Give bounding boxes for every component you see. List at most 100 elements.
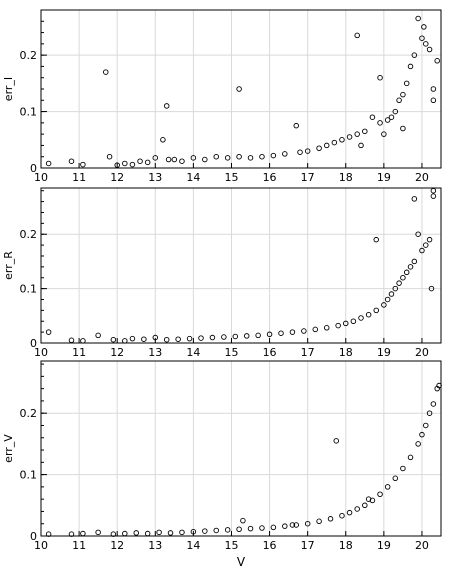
data-point — [415, 15, 421, 22]
data-point — [423, 242, 429, 248]
data-point — [384, 484, 391, 490]
data-point — [358, 315, 364, 321]
data-point — [282, 523, 288, 529]
data-point — [167, 530, 174, 536]
data-point — [133, 530, 139, 536]
data-point — [110, 336, 117, 343]
y-tick-label: 0.1 — [20, 283, 38, 296]
x-tick-label: 19 — [377, 539, 391, 552]
data-point — [323, 142, 330, 149]
x-tick-label: 13 — [148, 346, 162, 359]
data-point — [209, 334, 216, 341]
data-point — [236, 86, 242, 92]
data-point — [428, 285, 435, 292]
data-point — [419, 247, 425, 254]
data-point — [350, 318, 357, 324]
data-point — [103, 69, 109, 75]
data-point — [421, 24, 427, 30]
data-point — [369, 114, 376, 120]
x-tick-label: 17 — [301, 539, 315, 552]
data-point — [301, 328, 307, 334]
data-point — [213, 527, 219, 534]
data-point — [213, 153, 219, 160]
data-point — [289, 329, 296, 335]
data-point — [426, 46, 433, 53]
data-point — [331, 139, 338, 146]
y-tick-label: 0.2 — [20, 228, 38, 241]
data-point — [316, 518, 322, 525]
data-point — [346, 134, 353, 140]
data-point — [152, 155, 159, 161]
x-tick-label: 11 — [72, 171, 86, 184]
data-point — [129, 161, 136, 168]
data-point — [388, 291, 395, 297]
x-tick-label: 16 — [263, 539, 277, 552]
data-point — [392, 285, 399, 292]
data-point — [430, 193, 437, 199]
y-tick-label: 0 — [30, 162, 37, 175]
data-point — [384, 117, 391, 123]
data-point — [240, 517, 246, 524]
data-point — [232, 333, 239, 340]
y-tick-label: 0.1 — [20, 106, 38, 119]
data-point — [381, 302, 387, 308]
data-point — [179, 158, 185, 164]
data-point — [312, 326, 319, 333]
data-point — [45, 329, 52, 335]
data-point — [407, 264, 414, 270]
data-point — [400, 274, 406, 281]
data-point — [400, 125, 406, 132]
data-point — [384, 296, 391, 303]
data-point — [270, 524, 277, 531]
y-axis-label: err_I — [2, 77, 15, 101]
data-point — [141, 336, 147, 342]
x-tick-label: 20 — [415, 171, 429, 184]
data-point — [163, 103, 170, 109]
data-point — [392, 108, 399, 115]
data-point — [80, 161, 86, 168]
data-point — [160, 137, 166, 143]
data-point — [247, 525, 254, 532]
data-point — [430, 401, 437, 407]
data-point — [110, 531, 117, 537]
data-point — [270, 152, 277, 159]
panel-err-v: 10 11 12 13 14 15 16 17 18 19 20 0 0.1 0.2 err_V V — [2, 360, 442, 569]
data-point — [377, 120, 383, 126]
data-point — [80, 530, 86, 537]
data-point — [122, 338, 128, 344]
data-point — [354, 506, 360, 512]
data-point — [434, 58, 440, 64]
data-point — [388, 114, 395, 120]
data-point — [137, 158, 143, 164]
data-point — [129, 335, 136, 342]
data-point — [430, 97, 437, 104]
data-point — [377, 74, 383, 81]
data-point — [369, 497, 376, 504]
y-tick-label: 0.2 — [20, 49, 38, 62]
data-point — [282, 151, 288, 157]
data-point — [411, 196, 418, 202]
data-point — [202, 156, 208, 163]
data-point — [45, 531, 52, 537]
data-point — [278, 330, 284, 336]
data-point — [68, 158, 75, 164]
data-point — [354, 32, 360, 39]
data-point — [403, 80, 410, 87]
data-point — [68, 337, 75, 344]
x-tick-label: 16 — [263, 171, 277, 184]
data-point — [430, 86, 437, 92]
data-point — [202, 528, 208, 534]
data-point — [236, 153, 242, 160]
data-point — [362, 502, 368, 509]
data-point — [224, 527, 231, 533]
x-tick-label: 12 — [110, 171, 124, 184]
data-point — [156, 529, 162, 536]
data-point — [175, 336, 181, 342]
data-point — [430, 187, 437, 194]
data-point — [407, 63, 414, 70]
data-point — [224, 155, 231, 161]
y-tick-label: 0 — [30, 337, 37, 350]
x-tick-label: 20 — [415, 346, 429, 359]
data-point — [152, 334, 159, 341]
